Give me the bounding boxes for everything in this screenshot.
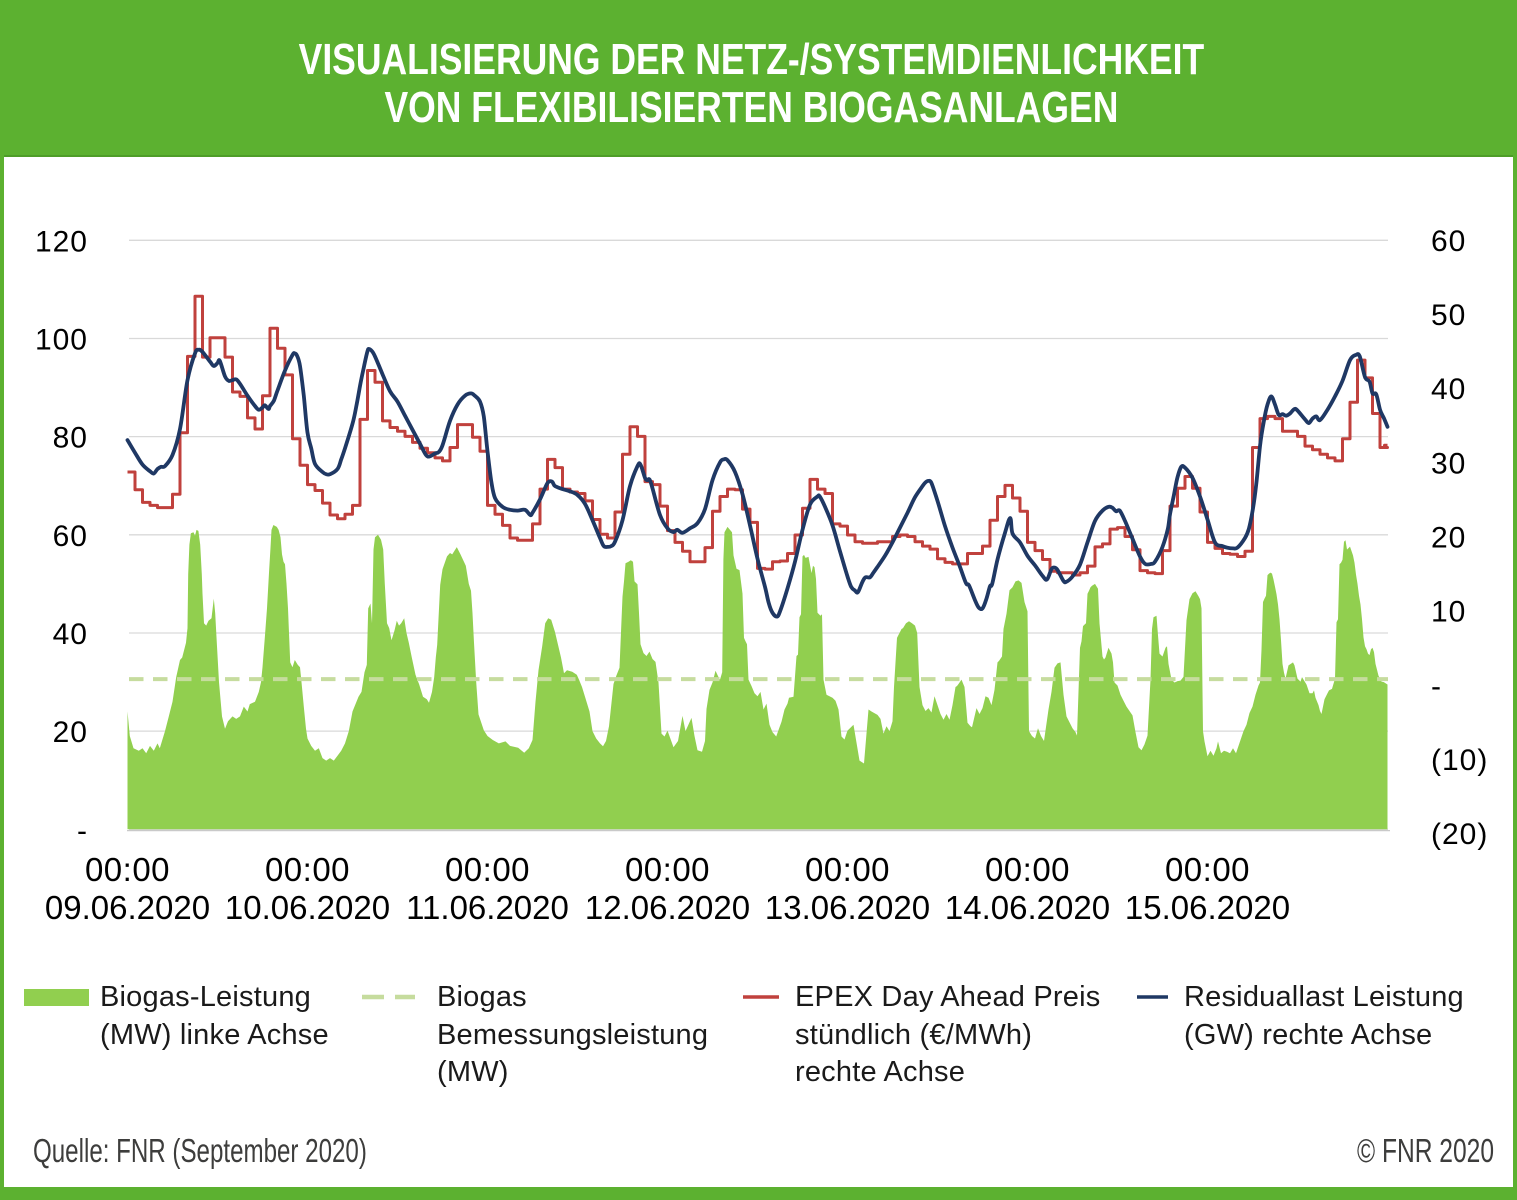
svg-text:10: 10 [1431,596,1466,629]
svg-text:09.06.2020: 09.06.2020 [45,889,210,926]
svg-text:80: 80 [53,422,88,455]
svg-text:00:00: 00:00 [85,851,170,888]
svg-text:40: 40 [53,618,88,651]
svg-text:-: - [1431,670,1442,703]
svg-text:20: 20 [53,716,88,749]
svg-text:120: 120 [35,225,88,258]
svg-text:14.06.2020: 14.06.2020 [945,889,1110,926]
svg-text:60: 60 [1431,225,1466,258]
svg-text:00:00: 00:00 [805,851,890,888]
svg-text:10.06.2020: 10.06.2020 [225,889,390,926]
svg-text:100: 100 [35,324,88,357]
svg-text:11.06.2020: 11.06.2020 [406,889,569,926]
svg-text:50: 50 [1431,299,1466,332]
svg-text:12.06.2020: 12.06.2020 [585,889,750,926]
svg-text:(10): (10) [1431,744,1488,777]
svg-text:00:00: 00:00 [985,851,1070,888]
svg-text:00:00: 00:00 [265,851,350,888]
svg-text:20: 20 [1431,522,1466,555]
svg-text:(20): (20) [1431,818,1488,851]
svg-text:00:00: 00:00 [445,851,530,888]
svg-text:40: 40 [1431,373,1466,406]
svg-text:30: 30 [1431,447,1466,480]
svg-text:15.06.2020: 15.06.2020 [1125,889,1290,926]
svg-text:-: - [77,814,88,847]
svg-text:60: 60 [53,520,88,553]
svg-text:00:00: 00:00 [1165,851,1250,888]
svg-text:13.06.2020: 13.06.2020 [765,889,930,926]
svg-text:00:00: 00:00 [625,851,710,888]
